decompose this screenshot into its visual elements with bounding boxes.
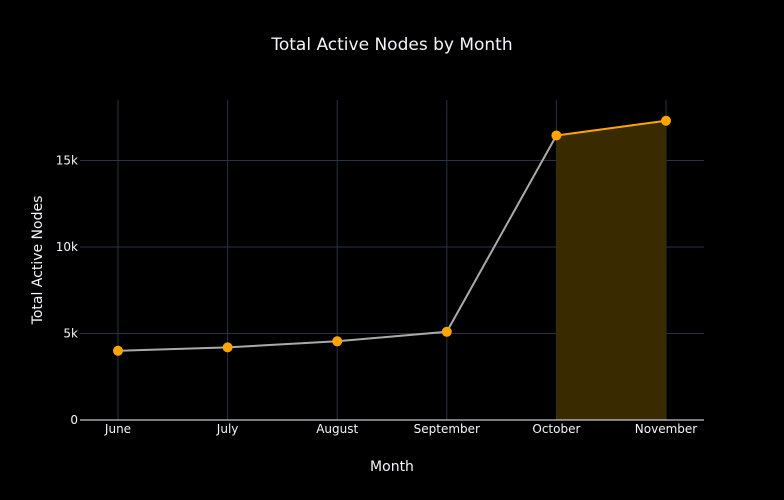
y-axis-title: Total Active Nodes <box>30 196 46 326</box>
x-tick-label: June <box>104 422 131 436</box>
data-point-september[interactable] <box>441 326 452 337</box>
x-tick-label: August <box>316 422 358 436</box>
y-tick-label: 5k <box>63 327 78 341</box>
x-tick-label: July <box>216 422 239 436</box>
x-tick-labels: June July August September October November <box>104 422 697 436</box>
data-point-november[interactable] <box>661 115 671 126</box>
x-axis-title: Month <box>370 459 414 475</box>
x-tick-label: October <box>532 422 580 436</box>
data-point-june[interactable] <box>113 345 123 356</box>
data-point-october[interactable] <box>551 130 562 141</box>
highlight-layer <box>556 120 666 420</box>
highlight-area <box>556 120 666 420</box>
x-tick-label: September <box>414 422 480 436</box>
marker-layer <box>113 115 671 356</box>
y-tick-labels: 0 5k 10k 15k <box>56 154 78 427</box>
y-tick-label: 10k <box>56 240 78 254</box>
y-tick-label: 15k <box>56 154 78 168</box>
y-tick-label: 0 <box>70 413 78 427</box>
x-tick-label: November <box>635 422 697 436</box>
data-point-july[interactable] <box>222 342 233 353</box>
chart-title: Total Active Nodes by Month <box>270 35 512 55</box>
series-line-highlight <box>556 119 667 137</box>
data-point-august[interactable] <box>332 336 343 347</box>
